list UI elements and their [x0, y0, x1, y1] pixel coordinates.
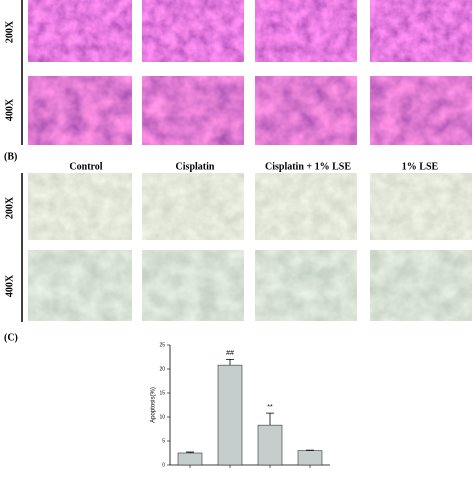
- y-axis-label: Apoptosis(%): [151, 387, 157, 423]
- bar-chart: 0 5 10 15 20 25 Apoptosis(%) ## **: [151, 342, 330, 468]
- micrograph: [142, 173, 244, 240]
- row-label: 200X: [4, 196, 15, 219]
- panel-label: (C): [4, 332, 18, 343]
- micrograph: [28, 250, 132, 321]
- micrograph: [28, 173, 132, 240]
- y-tick-label: 25: [159, 342, 165, 348]
- error-bar: [226, 359, 234, 365]
- column-header: Control: [69, 161, 102, 172]
- significance-label: **: [267, 404, 273, 411]
- bar: [258, 425, 282, 465]
- significance-label: ##: [226, 350, 234, 357]
- bar: [218, 365, 242, 465]
- micrograph: [370, 173, 472, 240]
- row-label: 400X: [4, 98, 15, 121]
- bar: [298, 451, 322, 465]
- y-tick-label: 5: [162, 438, 165, 444]
- micrograph: [255, 0, 357, 62]
- micrograph: [142, 76, 244, 145]
- micrograph: [28, 76, 132, 145]
- y-tick-label: 0: [162, 462, 165, 468]
- bar: [178, 453, 202, 465]
- micrograph: [142, 0, 244, 62]
- row-label: 200X: [4, 20, 15, 43]
- panel-label: (B): [4, 151, 17, 162]
- micrograph: [255, 250, 357, 321]
- column-header: Cisplatin + 1% LSE: [265, 161, 351, 172]
- column-header: Cisplatin: [176, 161, 215, 172]
- micrograph: [255, 76, 357, 145]
- micrograph: [370, 0, 472, 62]
- y-tick-label: 10: [159, 414, 165, 420]
- row-label: 400X: [4, 274, 15, 297]
- micrograph: [370, 250, 472, 321]
- micrograph: [142, 250, 244, 321]
- micrograph: [370, 76, 472, 145]
- y-tick-label: 20: [159, 366, 165, 372]
- micrograph: [28, 0, 132, 62]
- column-header: 1% LSE: [402, 161, 439, 172]
- micrograph: [255, 173, 357, 240]
- error-bar: [266, 413, 274, 425]
- y-tick-label: 15: [159, 390, 165, 396]
